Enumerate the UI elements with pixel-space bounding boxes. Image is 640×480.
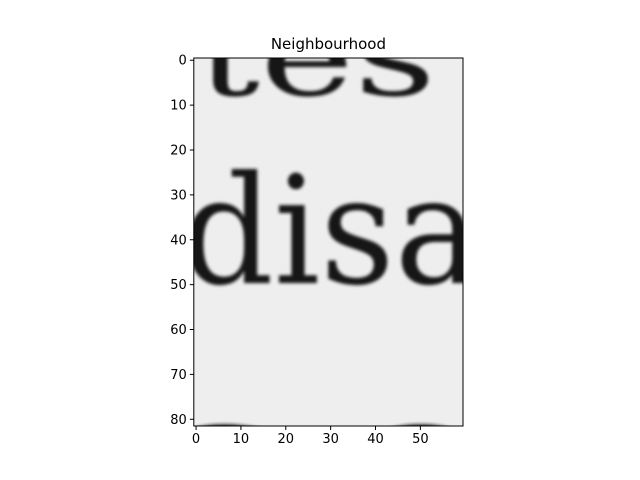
y-tick-label: 40: [170, 233, 187, 248]
y-tick-label: 30: [170, 188, 187, 203]
x-tick-label: 20: [278, 432, 295, 447]
x-tick-label: 0: [192, 432, 200, 447]
y-tick-label: 20: [170, 144, 187, 159]
x-tick-label: 40: [367, 432, 384, 447]
y-axis: 0 10 20 30 40 50 60 70 80: [170, 54, 194, 428]
image-text-middle: disa: [181, 145, 481, 319]
x-axis: 0 10 20 30 40 50: [192, 426, 429, 447]
y-tick-label: 10: [170, 99, 187, 114]
y-tick-label: 60: [170, 323, 187, 338]
x-tick-label: 30: [322, 432, 339, 447]
y-tick-label: 0: [179, 54, 187, 69]
x-tick-label: 50: [412, 432, 429, 447]
image-text-bottom: s o: [168, 381, 488, 480]
x-tick-label: 10: [233, 432, 250, 447]
y-tick-label: 70: [170, 368, 187, 383]
image-plot-area: tes disa s o: [168, 0, 488, 480]
axes-frame: [193, 57, 464, 427]
y-tick-label: 50: [170, 278, 187, 293]
chart-title: Neighbourhood: [271, 35, 386, 53]
image-background: [193, 58, 464, 426]
y-tick-label: 80: [170, 413, 187, 428]
image-text-top: tes: [196, 0, 436, 122]
